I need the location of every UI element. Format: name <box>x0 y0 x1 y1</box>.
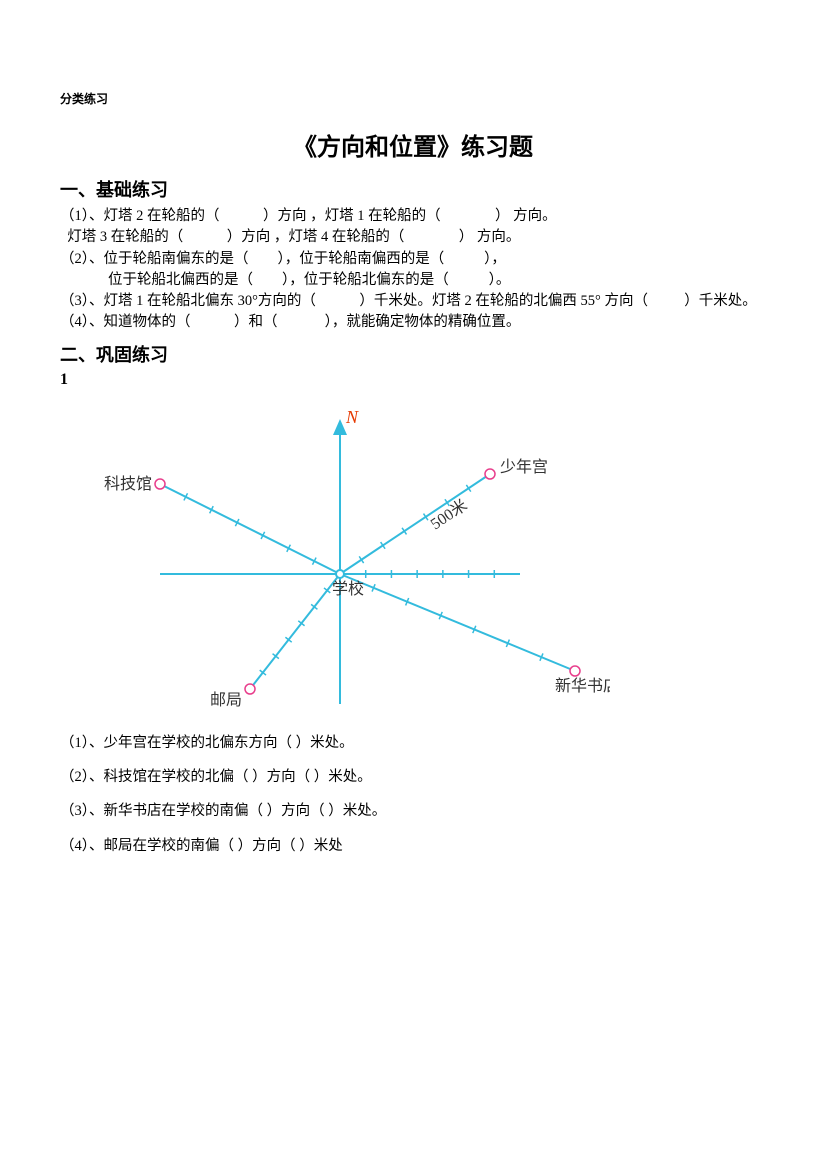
sub-q3: （3）、新华书店在学校的南偏（ ）方向（ ）米处。 <box>60 801 766 821</box>
svg-text:新华书店: 新华书店 <box>555 677 610 695</box>
page-title: 《方向和位置》练习题 <box>60 127 766 162</box>
sub-q1: （1）、少年宫在学校的北偏东方向（ ）米处。 <box>60 733 766 753</box>
q4-line: （4）、知道物体的（ ）和（ ），就能确定物体的精确位置。 <box>60 312 766 332</box>
question-number-1: 1 <box>60 371 766 389</box>
q2-line2: 位于轮船北偏西的是（ ），位于轮船北偏东的是（ ）。 <box>60 270 766 290</box>
section-1-heading: 一、基础练习 <box>60 176 766 202</box>
svg-text:学校: 学校 <box>332 580 364 598</box>
q3-line: （3）、灯塔 1 在轮船北偏东 30°方向的（ ）千米处。灯塔 2 在轮船的北偏… <box>60 291 766 311</box>
svg-text:邮局: 邮局 <box>210 691 242 709</box>
category-label: 分类练习 <box>60 90 766 107</box>
direction-diagram: 科技馆少年宫邮局新华书店学校N500米 <box>90 399 610 719</box>
sub-q2: （2）、科技馆在学校的北偏（ ）方向（ ）米处。 <box>60 767 766 787</box>
svg-text:科技馆: 科技馆 <box>104 475 152 493</box>
q2-line1: （2）、位于轮船南偏东的是（ ），位于轮船南偏西的是（ ）， <box>60 249 766 269</box>
sub-q4: （4）、邮局在学校的南偏（ ）方向（ ）米处 <box>60 836 766 856</box>
section-2-heading: 二、巩固练习 <box>60 341 766 367</box>
q1-line2: 灯塔 3 在轮船的（ ）方向 ，灯塔 4 在轮船的（ ） 方向。 <box>60 227 766 247</box>
svg-text:N: N <box>345 407 359 427</box>
svg-text:少年宫: 少年宫 <box>500 458 548 476</box>
q1-line1: （1）、灯塔 2 在轮船的（ ）方向 ，灯塔 1 在轮船的（ ） 方向。 <box>60 206 766 226</box>
